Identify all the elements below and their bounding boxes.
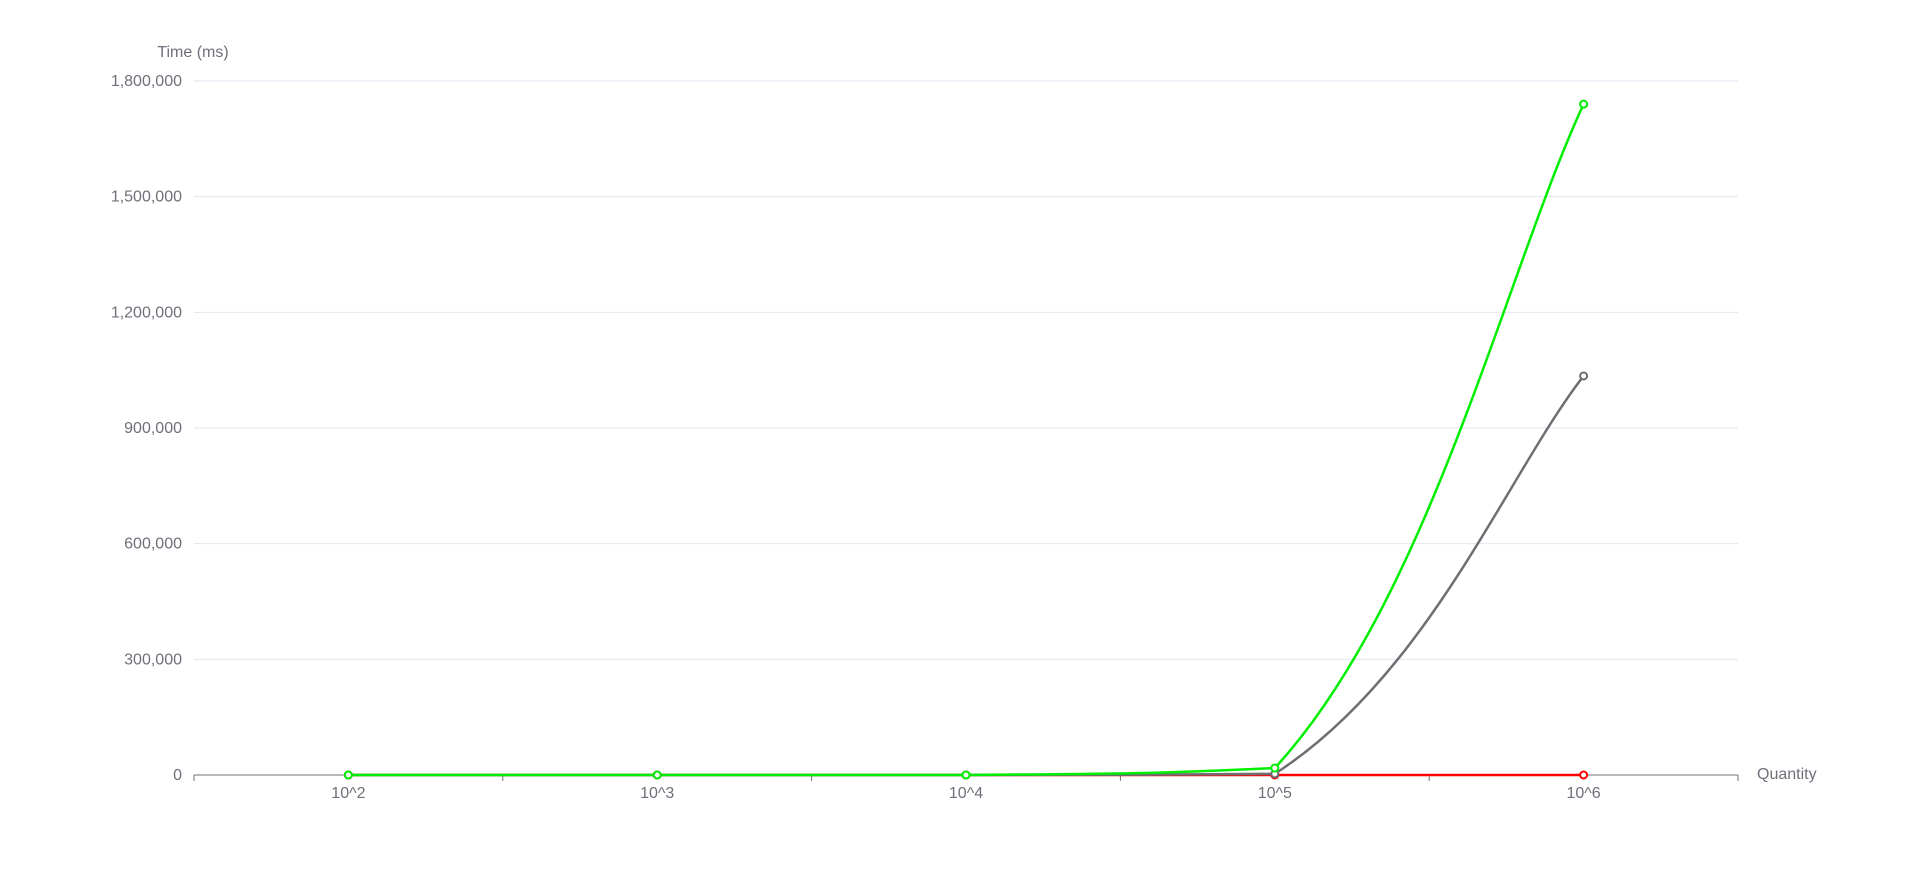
y-tick-label: 900,000 [124,420,182,437]
x-axis-tick-labels: 10^2 10^3 10^4 10^5 10^6 [331,785,1601,802]
x-tick-label: 10^4 [949,785,983,802]
data-point-series-3 [652,770,662,780]
data-point-series-3 [1579,99,1589,109]
data-point-series-1 [1579,770,1589,780]
y-tick-label: 0 [173,767,182,784]
y-axis-label: Time (ms) [157,44,228,61]
grid-lines [194,80,1738,660]
data-point-series-3 [343,770,353,780]
y-tick-label: 600,000 [124,536,182,553]
series-lines [347,102,1585,777]
data-point-series-3 [961,770,971,780]
data-point-series-3 [1270,763,1280,773]
x-tick-label: 10^2 [331,785,365,802]
x-tick-label: 10^3 [640,785,674,802]
y-tick-label: 300,000 [124,651,182,668]
y-axis-tick-labels: 0 300,000 600,000 900,000 1,200,000 1,500,000… [111,73,182,784]
series-points [343,99,1589,780]
y-tick-label: 1,200,000 [111,304,182,321]
x-tick-label: 10^5 [1258,785,1292,802]
x-tick-label: 10^6 [1566,785,1600,802]
series-line-3 [347,102,1585,777]
y-tick-label: 1,800,000 [111,73,182,90]
data-point-series-2 [1579,371,1589,381]
y-tick-label: 1,500,000 [111,189,182,206]
x-axis-label: Quantity [1757,766,1817,783]
